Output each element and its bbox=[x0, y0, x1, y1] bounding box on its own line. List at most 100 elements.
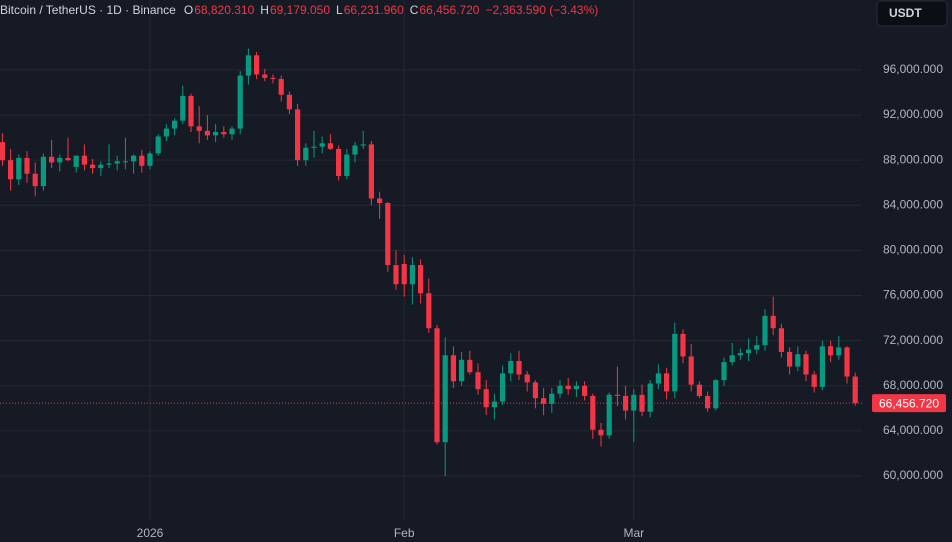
candle-body bbox=[549, 393, 555, 404]
candle-body bbox=[475, 372, 481, 390]
candle-body bbox=[803, 354, 809, 375]
candle-body bbox=[270, 77, 276, 79]
candle-body bbox=[852, 376, 858, 404]
candle-body bbox=[65, 157, 71, 161]
candle-body bbox=[557, 385, 563, 394]
candle-body bbox=[713, 380, 719, 409]
candle-body bbox=[655, 373, 661, 384]
candle-body bbox=[286, 94, 292, 110]
candle-body bbox=[409, 265, 415, 285]
candle-body bbox=[319, 143, 325, 147]
candle-body bbox=[770, 315, 776, 329]
candle-body bbox=[746, 349, 752, 354]
plot bbox=[0, 48, 862, 477]
currency-button[interactable]: USDT bbox=[876, 0, 948, 27]
candle-body bbox=[401, 263, 407, 285]
candle-body bbox=[139, 155, 145, 166]
button-bg[interactable] bbox=[876, 0, 948, 27]
candle-body bbox=[688, 356, 694, 385]
candle-body bbox=[131, 155, 137, 162]
candle-body bbox=[24, 157, 30, 174]
x-tick-label: Feb bbox=[394, 526, 415, 540]
candle-body bbox=[0, 142, 5, 161]
y-tick-label: 72,000.000 bbox=[883, 333, 943, 347]
candle-body bbox=[49, 156, 55, 163]
ohlc-key: L bbox=[336, 3, 343, 17]
candle-body bbox=[582, 385, 588, 396]
candle-body bbox=[254, 55, 260, 75]
y-tick-label: 80,000.000 bbox=[883, 243, 943, 257]
candle-body bbox=[590, 395, 596, 430]
candle-body bbox=[737, 353, 743, 356]
candle-body bbox=[73, 155, 79, 167]
candle-body bbox=[122, 161, 128, 163]
y-tick-label: 68,000.000 bbox=[883, 378, 943, 392]
y-tick-label: 92,000.000 bbox=[883, 107, 943, 121]
candle-body bbox=[426, 293, 432, 329]
candle-body bbox=[344, 154, 350, 176]
candle-body bbox=[327, 143, 333, 149]
candle-body bbox=[114, 161, 120, 164]
candle-body bbox=[368, 144, 374, 199]
candle-body bbox=[295, 109, 301, 161]
candle-body bbox=[459, 359, 465, 382]
ohlc-key: O bbox=[184, 3, 193, 17]
ohlc-value: 66,231.960 bbox=[344, 3, 404, 17]
candle-body bbox=[467, 359, 473, 373]
y-tick-label: 64,000.000 bbox=[883, 423, 943, 437]
y-tick-label: 84,000.000 bbox=[883, 197, 943, 211]
candle-body bbox=[483, 389, 489, 408]
candle-body bbox=[500, 373, 506, 402]
candle-body bbox=[385, 203, 391, 266]
candle-body bbox=[196, 126, 202, 131]
candle-body bbox=[336, 148, 342, 176]
candle-body bbox=[532, 382, 538, 399]
candle-body bbox=[778, 328, 784, 352]
ohlc-value: 68,820.310 bbox=[194, 3, 254, 17]
candle-body bbox=[541, 398, 547, 404]
price-axis: 60,000.000 64,000.000 68,000.000 72,000.000… bbox=[137, 62, 946, 540]
candle-body bbox=[418, 265, 424, 294]
candle-body bbox=[680, 333, 686, 357]
y-tick-label: 60,000.000 bbox=[883, 468, 943, 482]
y-tick-label: 96,000.000 bbox=[883, 62, 943, 76]
candle-body bbox=[606, 394, 612, 436]
candle-body bbox=[664, 373, 670, 392]
x-tick-label: Mar bbox=[623, 526, 644, 540]
candle-body bbox=[237, 75, 243, 129]
candle-body bbox=[573, 385, 579, 390]
candle-body bbox=[696, 384, 702, 396]
candle-body bbox=[204, 130, 210, 136]
change: −2,363.590 (−3.43%) bbox=[485, 3, 598, 17]
candle-body bbox=[377, 198, 383, 204]
candle-body bbox=[32, 173, 38, 187]
x-tick-label: 2026 bbox=[137, 526, 164, 540]
symbol: Bitcoin / TetherUS · 1D · Binance bbox=[0, 3, 176, 17]
candle-body bbox=[16, 157, 22, 180]
candle-body bbox=[8, 160, 14, 180]
candle-body bbox=[565, 385, 571, 390]
last-price-label: 66,456.720 bbox=[879, 396, 939, 410]
ohlc-key: H bbox=[260, 3, 269, 17]
candle-body bbox=[819, 346, 825, 387]
button-label[interactable]: USDT bbox=[889, 6, 922, 20]
candle-body bbox=[106, 163, 112, 165]
last-price-box bbox=[872, 394, 946, 413]
candle-body bbox=[614, 394, 620, 396]
candle-body bbox=[98, 164, 104, 169]
candle-body bbox=[352, 145, 358, 155]
ohlc-value: 69,179.050 bbox=[270, 3, 330, 17]
candle-body bbox=[278, 78, 284, 95]
ohlc-key: C bbox=[410, 3, 419, 17]
candle-body bbox=[147, 153, 153, 166]
candle-body bbox=[450, 355, 456, 382]
candle-body bbox=[508, 360, 514, 374]
candle-body bbox=[434, 328, 440, 443]
candle-body bbox=[163, 128, 169, 137]
candle-body bbox=[754, 345, 760, 350]
candle-body bbox=[229, 128, 235, 135]
candle-body bbox=[393, 265, 399, 285]
candle-body bbox=[598, 429, 604, 436]
candle-body bbox=[623, 395, 629, 411]
